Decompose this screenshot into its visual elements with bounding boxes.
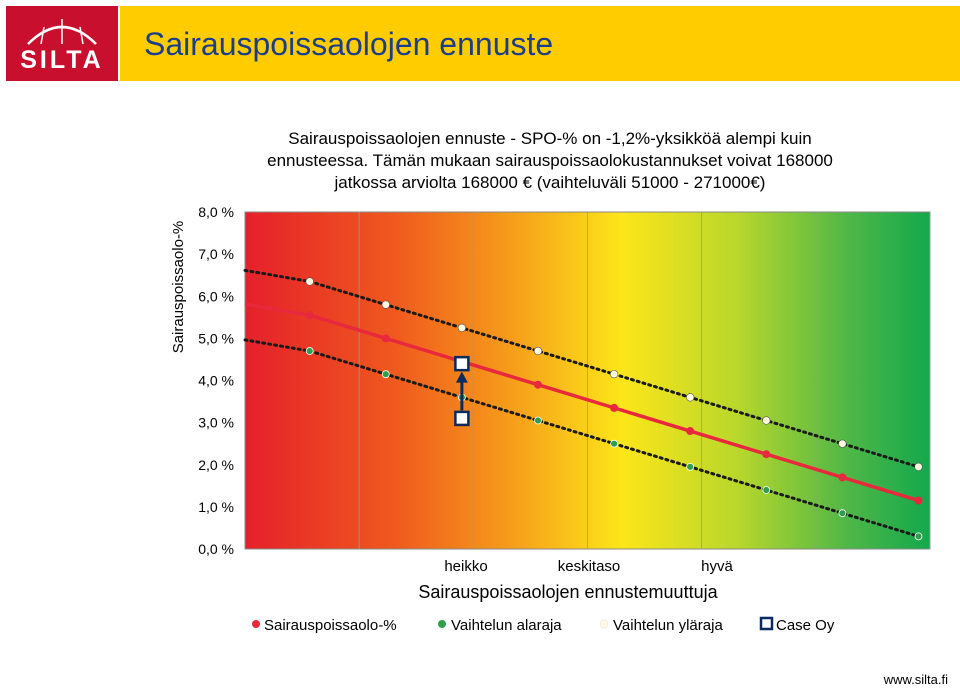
point-low (914, 532, 923, 541)
caption-line-3: jatkossa arviolta 168000 € (vaihteluväli… (334, 173, 766, 192)
point-main (381, 334, 390, 343)
point-high (381, 300, 390, 309)
point-main (533, 380, 542, 389)
y-tick-label: 5,0 % (198, 330, 234, 346)
y-tick-label: 3,0 % (198, 415, 234, 431)
point-main (762, 450, 771, 459)
bridge-arch-icon (27, 19, 97, 45)
x-category-heikko: heikko (444, 558, 487, 575)
legend-label-case: Case Oy (776, 617, 835, 634)
point-low (686, 462, 695, 471)
y-tick-label: 0,0 % (198, 541, 234, 557)
x-category-hyva: hyvä (701, 558, 733, 575)
point-low (610, 439, 618, 448)
point-high (762, 416, 771, 425)
point-main (914, 496, 923, 505)
y-tick-label: 4,0 % (198, 373, 234, 389)
y-axis-label: Sairauspoissaolo-% (170, 221, 187, 354)
series-layer (243, 268, 923, 541)
series-line-low (243, 338, 920, 538)
vertical-gridlines (358, 212, 931, 549)
y-tick-label: 6,0 % (198, 288, 234, 304)
series-line-high (243, 268, 920, 469)
footer-url: www.silta.fi (883, 672, 948, 687)
y-tick-label: 7,0 % (198, 246, 234, 262)
title-band (120, 6, 960, 81)
point-case (454, 355, 470, 372)
point-case (454, 410, 470, 427)
caption-line-1: Sairauspoissaolojen ennuste - SPO-% on -… (288, 129, 812, 148)
point-main (305, 311, 314, 320)
x-axis-label: Sairauspoissaolojen ennustemuuttuja (418, 582, 718, 602)
silta-logo: SILTA (6, 6, 118, 81)
y-tick-label: 1,0 % (198, 499, 234, 515)
y-tick-labels: 0,0 % 1,0 % 2,0 % 3,0 % 4,0 % 5,0 % 6,0 % 7,0 %… (198, 204, 234, 557)
legend: Sairauspoissaolo-% Vaihtelun alaraja Vai… (252, 616, 835, 634)
point-low (305, 347, 314, 355)
series-line-main (244, 302, 919, 503)
legend-marker-low (438, 620, 446, 628)
legend-label-high: Vaihtelun yläraja (613, 617, 723, 634)
point-high (457, 323, 466, 332)
point-high (838, 439, 847, 448)
point-high (914, 462, 923, 471)
point-main (838, 473, 847, 482)
legend-label-low: Vaihtelun alaraja (451, 617, 562, 634)
point-low (762, 486, 771, 494)
page-title: Sairauspoissaolojen ennuste (144, 26, 554, 62)
legend-marker-case (759, 616, 774, 631)
x-category-keskitaso: keskitaso (558, 558, 621, 575)
point-low (838, 509, 847, 518)
legend-marker-high (599, 619, 609, 629)
legend-marker-main (252, 620, 260, 628)
point-high (609, 370, 619, 379)
case-arrow-head (455, 371, 468, 383)
point-low (534, 416, 542, 425)
caption-line-2: ennusteessa. Tämän mukaan sairauspoissao… (267, 151, 833, 170)
point-low (381, 370, 390, 379)
point-main (610, 403, 619, 412)
chart-caption: Sairauspoissaolojen ennuste - SPO-% on -… (210, 128, 890, 194)
point-high (533, 346, 543, 356)
point-high (305, 277, 314, 286)
legend-label-main: Sairauspoissaolo-% (264, 617, 397, 634)
y-tick-label: 8,0 % (198, 204, 234, 220)
point-high (686, 393, 695, 402)
point-main (686, 427, 695, 436)
logo-text: SILTA (20, 46, 104, 74)
y-tick-label: 2,0 % (198, 457, 234, 473)
